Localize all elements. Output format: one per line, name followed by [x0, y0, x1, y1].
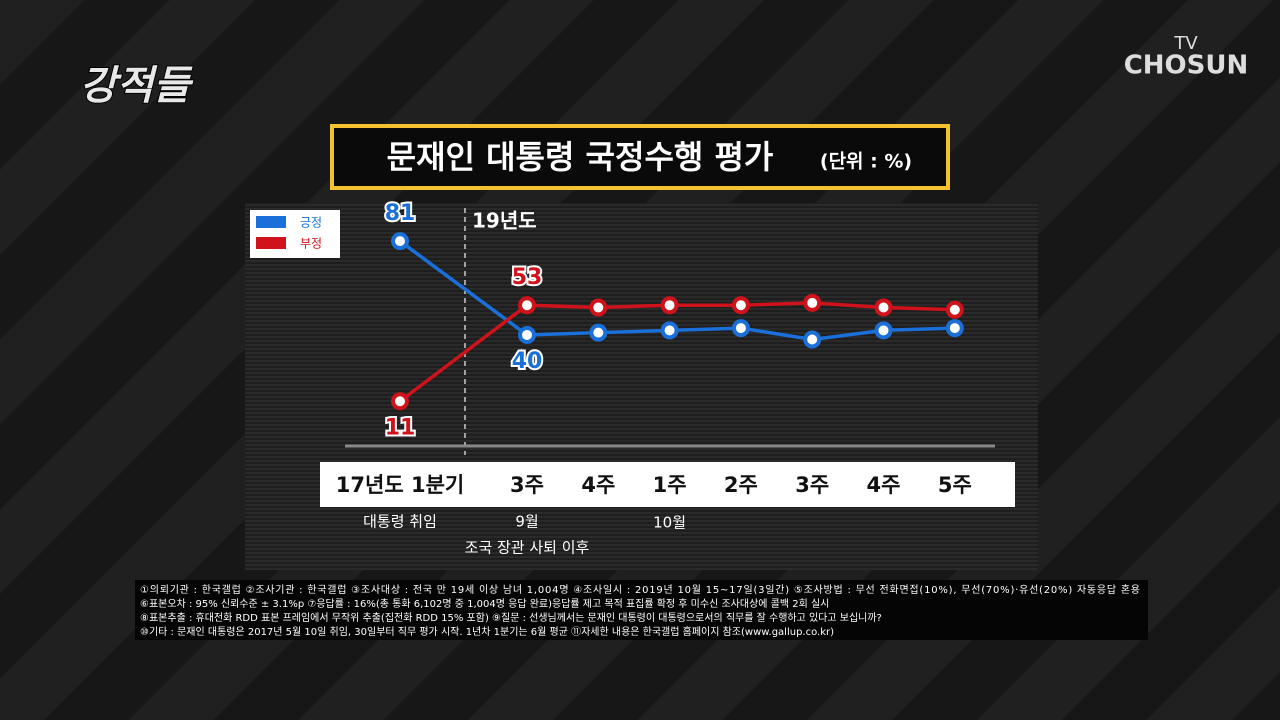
- divider-label: 19년도: [472, 209, 537, 233]
- annotation: 9월: [515, 513, 538, 531]
- x-tick-label: 17년도 1분기: [336, 473, 464, 497]
- value-label: 81: [385, 201, 416, 226]
- value-label: 11: [385, 415, 416, 440]
- category-bar: [320, 462, 1015, 507]
- annotation: 조국 장관 사퇴 이후: [465, 539, 590, 557]
- unit-label: (단위 : %): [820, 151, 912, 173]
- series-line: [398, 239, 955, 342]
- x-tick-label: 4주: [581, 473, 615, 497]
- footnote: ⑩기타 : 문재인 대통령은 2017년 5월 10일 취임, 30일부터 직무…: [140, 625, 834, 638]
- footnote-box: [135, 580, 1148, 640]
- point: [518, 325, 536, 344]
- point: [874, 298, 893, 317]
- plot-panel: [245, 203, 1038, 570]
- x-tick-label: 2주: [724, 473, 758, 497]
- point: [660, 321, 679, 340]
- x-tick-label: 3주: [510, 473, 544, 497]
- series-line: [398, 301, 955, 403]
- point: [660, 296, 679, 315]
- point: [589, 323, 608, 342]
- annotation: 대통령 취임: [363, 513, 437, 531]
- point: [391, 232, 409, 251]
- point: [803, 330, 822, 349]
- program-logo: 강적들: [80, 63, 195, 109]
- value-label: 40: [512, 349, 543, 374]
- x-tick-label: 4주: [867, 473, 901, 497]
- point: [945, 300, 964, 319]
- channel-logo: CHOSUN: [1124, 51, 1249, 81]
- legend-swatch: [256, 216, 286, 228]
- footnote: ⑥표본오차 : 95% 신뢰수준 ± 3.1%p ⑦응답률 : 16%(총 통화…: [140, 598, 829, 610]
- footnote: ⑧표본추출 : 휴대전화 RDD 표본 프레임에서 무작위 추출(집전화 RDD…: [140, 611, 882, 624]
- point: [731, 296, 750, 315]
- point: [945, 319, 964, 338]
- legend-label: 부정: [300, 237, 322, 251]
- annotation: 10월: [653, 514, 686, 532]
- x-tick-label: 3주: [795, 473, 829, 497]
- point: [874, 321, 893, 340]
- legend-swatch: [256, 237, 286, 249]
- chart-title: 문재인 대통령 국정수행 평가: [387, 138, 774, 176]
- x-tick-label: 1주: [653, 473, 687, 497]
- footnote: ①의뢰기관 : 한국갤럽 ②조사기관 : 한국갤럽 ③조사대상 : 전국 만 1…: [140, 583, 1140, 596]
- point: [391, 392, 409, 411]
- point: [589, 298, 608, 317]
- point: [518, 296, 536, 315]
- point: [803, 293, 822, 312]
- value-label: 53: [512, 265, 543, 290]
- x-tick-label: 5주: [938, 473, 972, 497]
- title-box: [330, 124, 950, 190]
- legend-label: 긍정: [300, 216, 322, 230]
- point: [731, 319, 750, 338]
- channel-top: TV: [1173, 33, 1198, 54]
